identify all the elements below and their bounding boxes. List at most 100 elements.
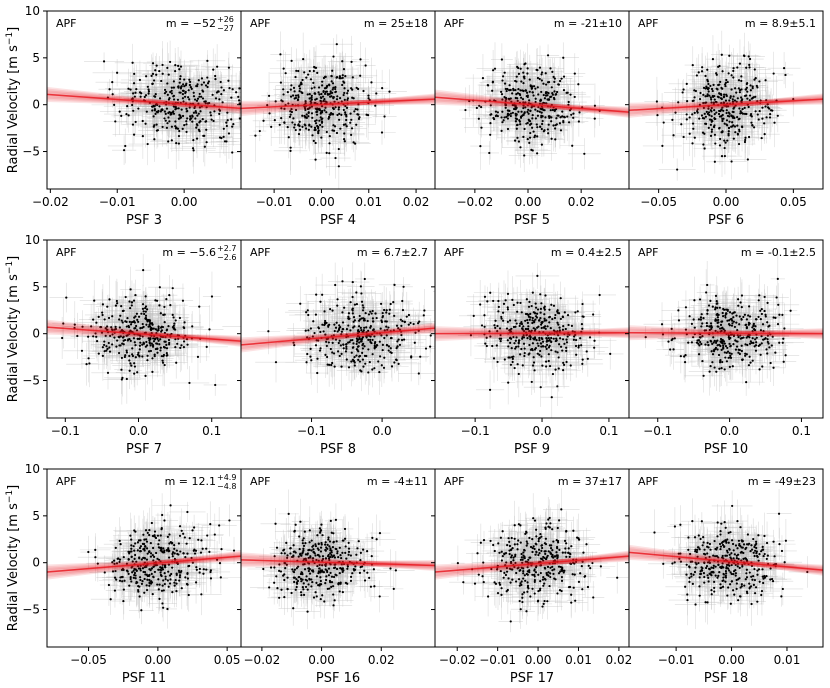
data-point xyxy=(289,146,292,149)
data-point xyxy=(375,92,378,95)
data-point xyxy=(570,113,573,116)
data-point xyxy=(709,123,713,126)
data-point xyxy=(198,95,201,98)
data-point xyxy=(704,115,707,118)
data-point xyxy=(116,71,119,74)
data-point xyxy=(736,97,739,100)
data-point xyxy=(295,69,298,72)
data-point xyxy=(745,82,748,86)
x-tick-label: −0.05 xyxy=(640,195,677,209)
data-point xyxy=(528,78,531,81)
data-point xyxy=(720,101,723,105)
data-point xyxy=(764,79,767,82)
data-point xyxy=(540,73,543,76)
data-point xyxy=(170,89,173,92)
data-point xyxy=(534,87,537,90)
data-point xyxy=(291,121,294,124)
data-point xyxy=(724,83,727,86)
data-point xyxy=(151,72,155,76)
panel-psf-5: −0.02 0.00 0.02 PSF 5 APF m = -21±10 xyxy=(431,10,630,228)
data-point xyxy=(730,74,733,77)
data-point xyxy=(773,121,776,124)
data-point xyxy=(343,87,346,90)
data-point xyxy=(723,122,726,125)
data-point xyxy=(736,66,739,69)
data-point xyxy=(327,117,330,120)
data-point xyxy=(320,105,324,108)
data-point xyxy=(305,113,308,116)
data-point xyxy=(335,98,339,101)
data-point xyxy=(521,98,525,101)
data-point xyxy=(730,125,733,128)
data-point xyxy=(761,106,764,109)
data-point xyxy=(522,106,525,110)
data-point xyxy=(671,118,674,121)
data-point xyxy=(506,87,509,91)
x-axis-label: PSF 6 xyxy=(708,213,744,228)
data-point xyxy=(235,91,238,94)
data-point xyxy=(751,96,754,100)
data-point xyxy=(211,93,214,96)
data-point xyxy=(704,95,707,98)
data-point xyxy=(710,110,713,113)
data-point xyxy=(710,115,713,118)
data-point xyxy=(748,99,751,102)
data-point xyxy=(552,75,555,78)
data-point xyxy=(692,99,695,102)
data-point xyxy=(756,100,759,103)
x-tick-label: 0.01 xyxy=(355,195,382,209)
data-point xyxy=(739,112,742,115)
data-point xyxy=(334,87,337,91)
data-point xyxy=(289,113,292,116)
data-point xyxy=(741,108,744,111)
data-point xyxy=(724,141,727,144)
data-point xyxy=(315,97,318,101)
data-point xyxy=(768,116,772,119)
data-point xyxy=(543,102,546,105)
fit-draw xyxy=(629,99,823,108)
data-point xyxy=(553,109,556,112)
data-point xyxy=(551,70,554,73)
data-point xyxy=(528,90,531,93)
fit-line xyxy=(435,96,629,113)
data-point xyxy=(298,87,302,90)
x-axis-label: PSF 4 xyxy=(320,213,356,228)
data-point xyxy=(528,119,531,122)
data-point xyxy=(327,115,331,118)
data-point xyxy=(346,89,350,92)
data-point xyxy=(228,87,231,90)
data-point xyxy=(178,68,181,71)
fit-line xyxy=(629,98,823,112)
data-point xyxy=(177,107,180,110)
data-point xyxy=(195,126,198,129)
data-point xyxy=(539,99,542,102)
data-point xyxy=(516,123,519,126)
data-point xyxy=(543,97,547,100)
data-point xyxy=(193,98,197,101)
data-point xyxy=(709,134,713,137)
data-point xyxy=(108,88,111,91)
data-point xyxy=(343,140,346,143)
slope-annotation: m = −52 xyxy=(166,17,216,30)
data-point xyxy=(284,72,287,75)
data-point xyxy=(191,120,194,123)
data-point xyxy=(724,99,728,102)
data-point xyxy=(192,91,195,94)
data-point xyxy=(737,87,740,90)
data-point xyxy=(180,108,183,111)
data-point xyxy=(301,114,304,117)
data-point xyxy=(230,118,233,121)
data-point xyxy=(531,114,534,117)
data-point xyxy=(337,108,340,111)
data-point xyxy=(197,112,200,115)
data-point xyxy=(158,69,161,73)
data-point xyxy=(753,68,756,71)
data-point xyxy=(279,53,282,56)
data-point xyxy=(153,95,156,98)
data-point xyxy=(195,84,198,88)
data-point xyxy=(218,108,221,111)
data-point xyxy=(335,43,338,46)
data-point xyxy=(321,95,325,98)
data-point xyxy=(332,129,336,132)
data-point xyxy=(698,97,702,101)
